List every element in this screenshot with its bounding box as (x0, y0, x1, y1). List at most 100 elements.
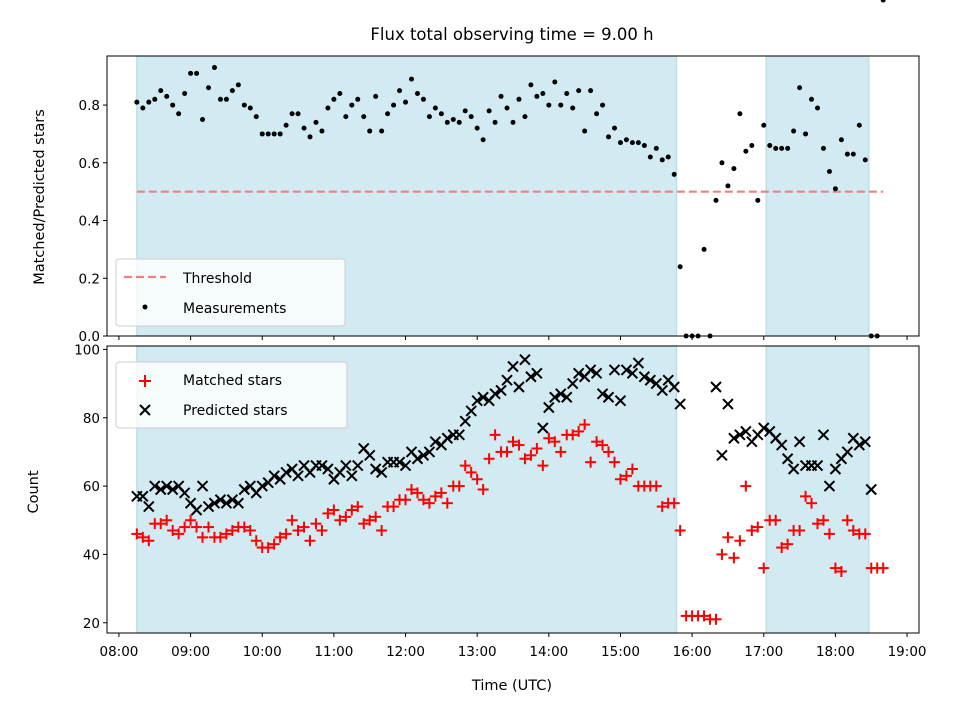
matched-star-point (710, 613, 722, 625)
predicted-star-point (584, 364, 597, 376)
measurement-point (438, 111, 444, 117)
measurement-point (480, 137, 486, 143)
matched-star-point (471, 473, 483, 485)
matched-star-point (411, 487, 423, 499)
measurement-point (725, 183, 731, 189)
matched-star-point (292, 525, 304, 536)
measurement-point (797, 85, 803, 91)
predicted-star-point (602, 391, 615, 403)
matched-star-point (519, 453, 531, 465)
measurement-point (259, 131, 265, 137)
measurement-point (200, 117, 206, 123)
y-tick-label: 0.4 (79, 214, 100, 230)
measurement-point (540, 91, 546, 97)
measurement-point (277, 131, 283, 137)
measurement-point (426, 114, 432, 120)
measurement-point (719, 160, 725, 166)
matched-star-point (656, 501, 668, 513)
predicted-star-point (423, 446, 436, 458)
matched-star-point (591, 436, 603, 448)
measurement-point (176, 111, 182, 117)
matched-star-point (537, 460, 549, 472)
predicted-star-point (316, 459, 328, 472)
measurement-point (349, 102, 355, 108)
measurement-point (403, 99, 409, 105)
predicted-star-point (722, 398, 734, 410)
matched-star-point (364, 514, 376, 526)
measurement-point (206, 85, 211, 91)
measurement-point (444, 119, 450, 125)
matched-star-point (543, 432, 555, 444)
matched-star-point (847, 525, 859, 536)
predicted-stars-series (131, 353, 877, 516)
legend-predicted-label: Predicted stars (183, 403, 288, 419)
predicted-star-point (489, 388, 501, 400)
matched-star-point (203, 521, 214, 533)
measurement-point (588, 88, 594, 94)
predicted-star-point (859, 435, 871, 448)
matched-star-point (483, 453, 495, 465)
predicted-star-point (817, 429, 830, 441)
matched-star-point (609, 456, 620, 468)
matched-star-point (513, 439, 525, 451)
predicted-star-point (471, 394, 483, 407)
y-tick-label: 0.0 (79, 329, 100, 345)
bottom-axes-frame (106, 345, 920, 634)
measurement-point (617, 140, 623, 146)
measurement-point (498, 93, 504, 99)
matched-star-point (507, 436, 519, 448)
predicted-star-point (268, 470, 280, 482)
matched-star-point (746, 525, 758, 536)
measurement-point (217, 96, 223, 102)
measurement-point (391, 102, 397, 108)
matched-star-point (197, 531, 209, 543)
measurement-point (194, 70, 200, 76)
matched-stars-series (131, 419, 889, 625)
predicted-star-point (728, 432, 740, 444)
predicted-star-point (190, 504, 203, 516)
top-axes-frame (106, 55, 920, 337)
matched-star-point (579, 419, 591, 431)
predicted-star-point (716, 449, 728, 462)
predicted-star-point (781, 453, 794, 465)
matched-star-point (179, 521, 191, 533)
legend-measurements-label: Measurements (183, 301, 286, 317)
matched-star-point (489, 429, 501, 441)
measurement-point (170, 102, 176, 108)
measurement-point (295, 111, 301, 117)
predicted-star-point (441, 432, 454, 444)
predicted-star-point (477, 391, 489, 403)
predicted-star-point (519, 353, 531, 366)
measurement-point (600, 102, 606, 108)
matched-star-point (441, 497, 453, 509)
matched-star-point (340, 511, 352, 523)
matched-star-point (346, 504, 358, 516)
predicted-star-point (322, 463, 334, 475)
predicted-star-point (561, 391, 573, 403)
predicted-star-point (811, 459, 824, 472)
predicted-star-point (465, 405, 477, 417)
predicted-star-point (596, 388, 609, 400)
matched-star-point (555, 446, 567, 458)
matched-star-point (423, 497, 435, 509)
x-tick-label: 17:00 (744, 644, 783, 660)
matched-star-point (465, 466, 477, 478)
measurement-point (385, 111, 391, 117)
matched-star-point (674, 525, 686, 536)
predicted-star-point (214, 494, 227, 506)
predicted-star-point (137, 490, 149, 503)
measurement-point (397, 88, 403, 94)
matched-star-point (459, 460, 471, 472)
measurement-point (850, 151, 856, 157)
predicted-star-point (292, 470, 304, 482)
predicted-star-point (220, 497, 233, 509)
y-tick-label: 0.8 (79, 98, 100, 114)
measurement-point (665, 154, 671, 160)
predicted-star-point (537, 422, 549, 434)
measurements-series (134, 0, 886, 339)
matched-star-point (782, 538, 794, 550)
measurement-point (158, 88, 164, 94)
measurement-point (283, 122, 289, 128)
x-tick-label: 18:00 (816, 644, 855, 660)
